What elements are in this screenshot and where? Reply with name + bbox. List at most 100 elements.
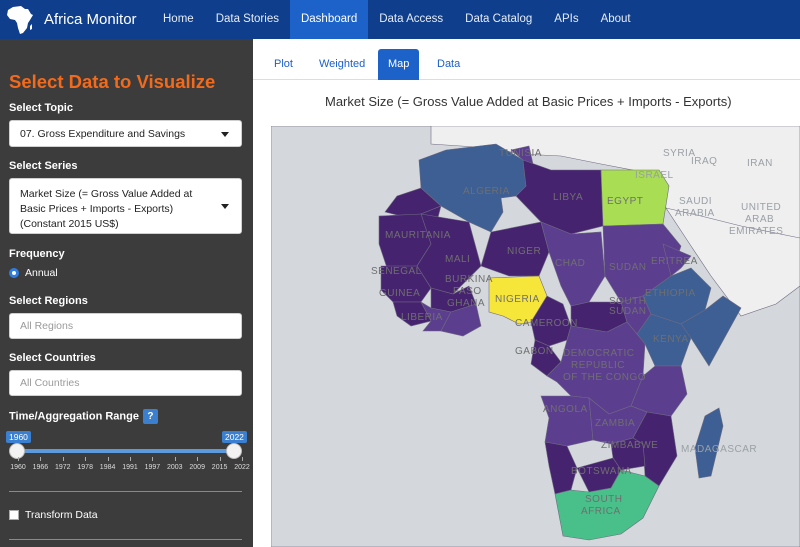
slider-tick	[197, 457, 199, 461]
nav-dashboard[interactable]: Dashboard	[289, 0, 369, 39]
map-label-madagascar: MADAGASCAR	[681, 444, 757, 455]
map-label-uae-2: ARAB	[745, 214, 774, 225]
tab-plot[interactable]: Plot	[274, 58, 293, 70]
map-label-tunisia: TUNISIA	[499, 148, 542, 159]
slider-tick-label: 2009	[189, 464, 205, 471]
map-label-ethiopia: ETHIOPIA	[645, 288, 696, 299]
transform-data-option[interactable]: Transform Data	[9, 509, 98, 521]
map-label-south-sudan-1: SOUTH	[609, 296, 647, 307]
regions-input[interactable]: All Regions	[9, 313, 242, 339]
nav-about[interactable]: About	[600, 13, 631, 25]
map-label-angola: ANGOLA	[543, 404, 588, 415]
map-label-south-africa-1: SOUTH	[585, 494, 623, 505]
country-south-africa[interactable]	[554, 469, 660, 541]
map-label-sudan: SUDAN	[609, 262, 647, 273]
map-label-zambia: ZAMBIA	[595, 418, 635, 429]
map-canvas[interactable]: TUNISIA ALGERIA LIBYA EGYPT SYRIA IRAQ I…	[271, 126, 800, 547]
country-eritrea[interactable]	[662, 243, 692, 277]
country-madagascar[interactable]	[694, 407, 724, 479]
series-select[interactable]: Market Size (= Gross Value Added at Basi…	[9, 178, 242, 234]
regions-placeholder: All Regions	[20, 320, 74, 332]
nav-apis[interactable]: APIs	[554, 13, 579, 25]
series-label: Select Series	[9, 160, 78, 172]
map-label-ghana: GHANA	[447, 298, 485, 309]
regions-label: Select Regions	[9, 295, 88, 307]
map-label-chad: CHAD	[555, 258, 585, 269]
brand[interactable]: Africa Monitor	[0, 0, 152, 39]
country-egypt[interactable]	[600, 169, 670, 227]
map-label-israel: ISRAEL	[635, 170, 674, 181]
checkbox-icon[interactable]	[9, 510, 19, 520]
topic-select[interactable]: 07. Gross Expenditure and Savings	[9, 120, 242, 147]
map-label-liberia: LIBERIA	[401, 312, 443, 323]
chevron-down-icon	[221, 204, 229, 209]
arabia-land	[665, 207, 800, 317]
frequency-annual-option[interactable]: Annual	[9, 267, 58, 279]
range-min-badge: 1960	[6, 431, 31, 443]
frequency-annual-label: Annual	[25, 267, 58, 279]
topic-select-value: 07. Gross Expenditure and Savings	[20, 128, 186, 140]
map-label-uae-3: EMIRATES	[729, 226, 783, 237]
nav-home[interactable]: Home	[163, 13, 194, 25]
range-label-text: Time/Aggregation Range	[9, 410, 139, 423]
map-label-cameroon: CAMEROON	[515, 318, 578, 329]
series-select-value: Market Size (= Gross Value Added at Basi…	[20, 188, 193, 230]
help-icon[interactable]: ?	[142, 409, 158, 424]
slider-tick	[18, 457, 19, 461]
map-label-egypt: EGYPT	[607, 196, 643, 207]
sidebar-divider	[9, 491, 242, 492]
range-slider-min-handle[interactable]	[9, 443, 25, 459]
map-label-drc-1: DEMOCRATIC	[563, 348, 634, 359]
slider-tick	[152, 457, 154, 461]
country-kenya[interactable]	[636, 313, 692, 367]
country-ghana[interactable]	[440, 303, 482, 337]
tab-data[interactable]: Data	[437, 58, 461, 70]
map-label-kenya: KENYA	[653, 334, 689, 345]
chevron-down-icon	[221, 132, 229, 137]
slider-tick	[85, 457, 87, 461]
tab-weighted[interactable]: Weighted	[319, 58, 366, 70]
slider-tick	[130, 457, 131, 461]
slider-tick	[242, 457, 243, 461]
slider-tick-label: 1972	[55, 464, 71, 471]
main-panel: Plot Weighted Map Data Market Size (= Gr…	[253, 39, 800, 547]
map-label-south-africa-2: AFRICA	[581, 506, 621, 517]
map-label-burkina-2: FASO	[453, 286, 482, 297]
map-label-senegal: SENEGAL	[371, 266, 422, 277]
nav-data-stories[interactable]: Data Stories	[215, 13, 279, 25]
sidebar: Select Data to Visualize Select Topic 07…	[0, 39, 253, 547]
map-label-uae-1: UNITED	[741, 202, 781, 213]
range-slider-max-handle[interactable]	[226, 443, 242, 459]
range-max-badge: 2022	[222, 431, 247, 443]
map-label-saudi-2: ARABIA	[675, 208, 715, 219]
slider-tick-label: 1960	[10, 464, 26, 471]
slider-tick	[62, 457, 64, 461]
map-label-libya: LIBYA	[553, 192, 583, 203]
slider-tick	[40, 457, 42, 461]
map-label-eritrea: ERITREA	[651, 256, 698, 267]
choropleth-map[interactable]: TUNISIA ALGERIA LIBYA EGYPT SYRIA IRAQ I…	[271, 126, 800, 547]
nav-data-access[interactable]: Data Access	[379, 13, 444, 25]
range-label: Time/Aggregation Range?	[9, 409, 158, 424]
map-label-niger: NIGER	[507, 246, 541, 257]
map-label-drc-2: REPUBLIC	[571, 360, 625, 371]
plot-title: Market Size (= Gross Value Added at Basi…	[325, 94, 732, 109]
sidebar-title: Select Data to Visualize	[9, 71, 216, 92]
range-slider-track[interactable]	[17, 449, 234, 453]
range-slider-ticks: 1960 1966 1972 1978 1984 1991 1997 2003 2009 2015…	[10, 457, 250, 477]
slider-tick-label: 1978	[77, 464, 93, 471]
tab-map[interactable]: Map	[378, 49, 420, 80]
slider-tick-label: 1991	[122, 464, 138, 471]
country-nigeria[interactable]	[488, 275, 548, 325]
top-navbar: Africa Monitor Home Data Stories Dashboa…	[0, 0, 800, 39]
radio-selected-icon[interactable]	[9, 268, 19, 278]
slider-tick	[174, 457, 176, 461]
country-angola[interactable]	[540, 395, 594, 447]
countries-input[interactable]: All Countries	[9, 370, 242, 396]
country-sierra-leone-liberia[interactable]	[392, 301, 432, 327]
slider-tick-label: 1966	[32, 464, 49, 471]
nav-data-catalog[interactable]: Data Catalog	[465, 13, 533, 25]
transform-data-label: Transform Data	[25, 509, 98, 521]
frequency-label: Frequency	[9, 248, 65, 260]
map-label-nigeria: NIGERIA	[495, 294, 540, 305]
